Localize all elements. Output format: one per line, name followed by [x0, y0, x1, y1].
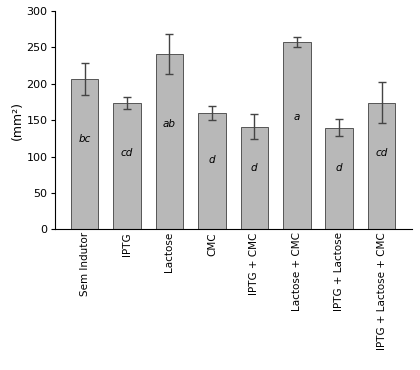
Y-axis label: (mm²): (mm²): [11, 101, 24, 140]
Text: d: d: [336, 163, 342, 173]
Bar: [326, 128, 353, 229]
Bar: [113, 103, 141, 229]
Bar: [156, 54, 183, 229]
Text: cd: cd: [375, 148, 388, 158]
Text: bc: bc: [79, 134, 91, 144]
Text: d: d: [251, 163, 257, 173]
Bar: [198, 113, 226, 229]
Bar: [241, 127, 268, 229]
Bar: [71, 79, 98, 229]
Text: ab: ab: [163, 119, 176, 129]
Bar: [283, 42, 310, 229]
Text: cd: cd: [121, 148, 133, 158]
Bar: [368, 103, 395, 229]
Text: a: a: [294, 112, 300, 122]
Text: d: d: [209, 155, 215, 165]
